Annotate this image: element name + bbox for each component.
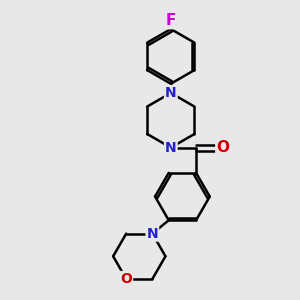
Text: N: N [147, 226, 158, 241]
Text: F: F [166, 13, 176, 28]
Text: N: N [165, 141, 177, 154]
Text: N: N [165, 86, 177, 100]
Text: O: O [216, 140, 229, 155]
Text: O: O [120, 272, 132, 286]
